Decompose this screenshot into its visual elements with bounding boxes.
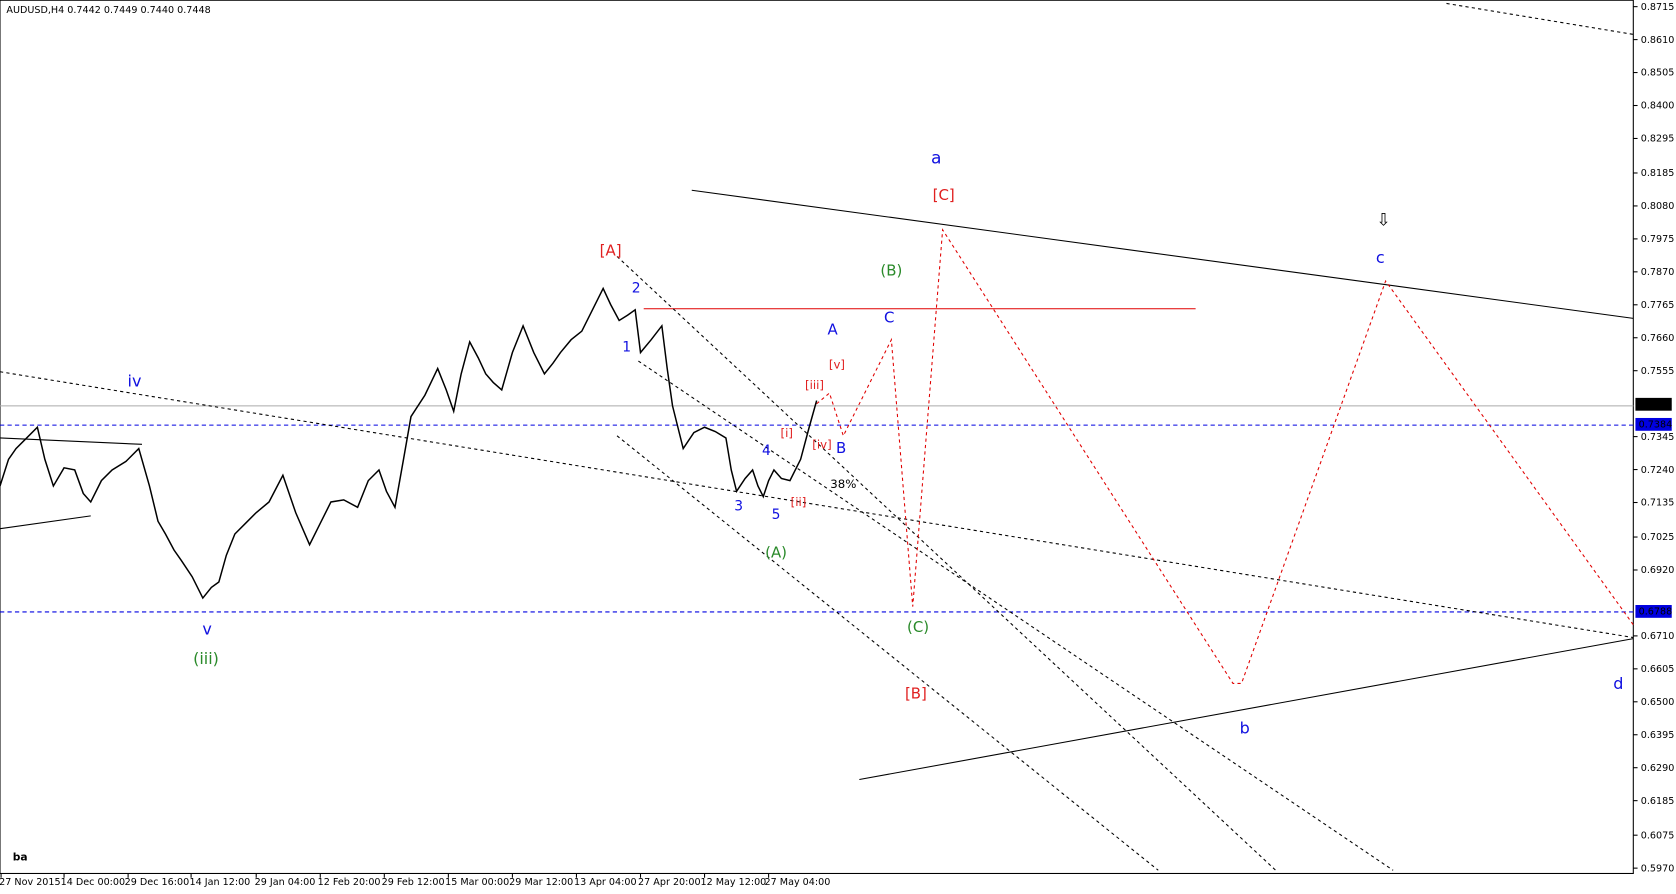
price-label: 0.7448 (1639, 399, 1673, 410)
y-tick-label: 0.8185 (1641, 168, 1675, 179)
x-tick-label: 29 Mar 12:00 (509, 877, 573, 888)
price-box (1635, 417, 1672, 431)
x-tick-label: 27 Apr 20:00 (638, 877, 701, 888)
y-tick-label: 0.6710 (1641, 631, 1675, 642)
wave-label: 38% (830, 477, 856, 491)
x-tick-label: 29 Dec 16:00 (125, 877, 190, 888)
wave-label: C (884, 309, 894, 327)
wave-label: (A) (765, 543, 787, 561)
wave-label: b (1240, 719, 1250, 738)
y-tick-label: 0.6605 (1641, 664, 1675, 675)
wave-label: B (836, 439, 846, 457)
y-tick-label: 0.7765 (1641, 300, 1675, 311)
wave-label: a (931, 149, 941, 169)
wave-label: [C] (933, 186, 955, 204)
y-tick-label: 0.7240 (1641, 465, 1675, 476)
wave-label: 3 (734, 499, 743, 515)
y-tick-label: 0.6920 (1641, 565, 1675, 576)
y-tick-label: 0.6185 (1641, 796, 1675, 807)
x-tick-label: 29 Feb 12:00 (382, 877, 445, 888)
x-tick-label: 14 Jan 12:00 (190, 877, 251, 888)
y-tick-label: 0.6290 (1641, 763, 1675, 774)
wave-label: ⇩ (1376, 210, 1390, 230)
y-tick-label: 0.6075 (1641, 830, 1675, 841)
y-tick-label: 0.6395 (1641, 730, 1675, 741)
x-tick-label: 27 May 04:00 (765, 877, 831, 888)
wave-label: d (1613, 674, 1623, 693)
y-tick-label: 0.5970 (1641, 863, 1675, 874)
y-tick-label: 0.7660 (1641, 333, 1675, 344)
corner-label: ba (13, 851, 28, 864)
price-label: 0.6788 (1639, 607, 1673, 618)
x-tick-label: 12 May 12:00 (700, 877, 766, 888)
price-box (1635, 605, 1672, 618)
y-tick-label: 0.7345 (1641, 432, 1675, 443)
wave-label: [ii] (791, 495, 807, 509)
wave-label: [iii] (805, 378, 824, 392)
y-tick-label: 0.8610 (1641, 35, 1675, 46)
x-tick-label: 14 Dec 00:00 (61, 877, 126, 888)
price-box (1635, 397, 1672, 411)
wave-label: v (202, 619, 211, 638)
price-label: 0.7384 (1639, 420, 1673, 431)
wave-label: c (1376, 248, 1385, 267)
x-tick-label: 15 Mar 00:00 (445, 877, 509, 888)
y-tick-label: 0.8295 (1641, 134, 1675, 145)
y-tick-label: 0.8715 (1641, 2, 1675, 13)
y-tick-label: 0.7025 (1641, 532, 1675, 543)
symbol-info: AUDUSD,H4 0.7442 0.7449 0.7440 0.7448 (6, 5, 210, 16)
wave-label: A (828, 320, 839, 338)
wave-label: 1 (622, 339, 631, 355)
wave-label: [v] (829, 358, 845, 372)
y-tick-label: 0.7555 (1641, 366, 1675, 377)
y-tick-label: 0.7975 (1641, 234, 1675, 245)
wave-label: [i] (781, 426, 793, 440)
x-tick-label: 27 Nov 2015 (0, 877, 61, 888)
plot-area (0, 0, 1634, 875)
wave-label: [iv] (812, 438, 831, 452)
wave-label: (iii) (193, 649, 219, 668)
y-tick-label: 0.8400 (1641, 101, 1675, 112)
wave-label: (C) (907, 618, 929, 636)
wave-label: 2 (632, 281, 641, 297)
wave-label: (B) (880, 262, 902, 280)
wave-label: 5 (772, 507, 781, 523)
y-tick-label: 0.7135 (1641, 498, 1675, 509)
x-tick-label: 12 Feb 20:00 (318, 877, 381, 888)
wave-label: [B] (905, 684, 927, 702)
y-tick-label: 0.6500 (1641, 697, 1675, 708)
wave-label: 4 (762, 443, 771, 459)
y-tick-label: 0.8080 (1641, 201, 1675, 212)
wave-label: [A] (600, 241, 622, 259)
x-tick-label: 13 Apr 04:00 (574, 877, 637, 888)
wave-label: iv (128, 372, 142, 391)
y-tick-label: 0.8505 (1641, 68, 1675, 79)
y-tick-label: 0.7870 (1641, 267, 1675, 278)
trend-lines (0, 2, 1634, 871)
x-tick-label: 29 Jan 04:00 (255, 877, 316, 888)
